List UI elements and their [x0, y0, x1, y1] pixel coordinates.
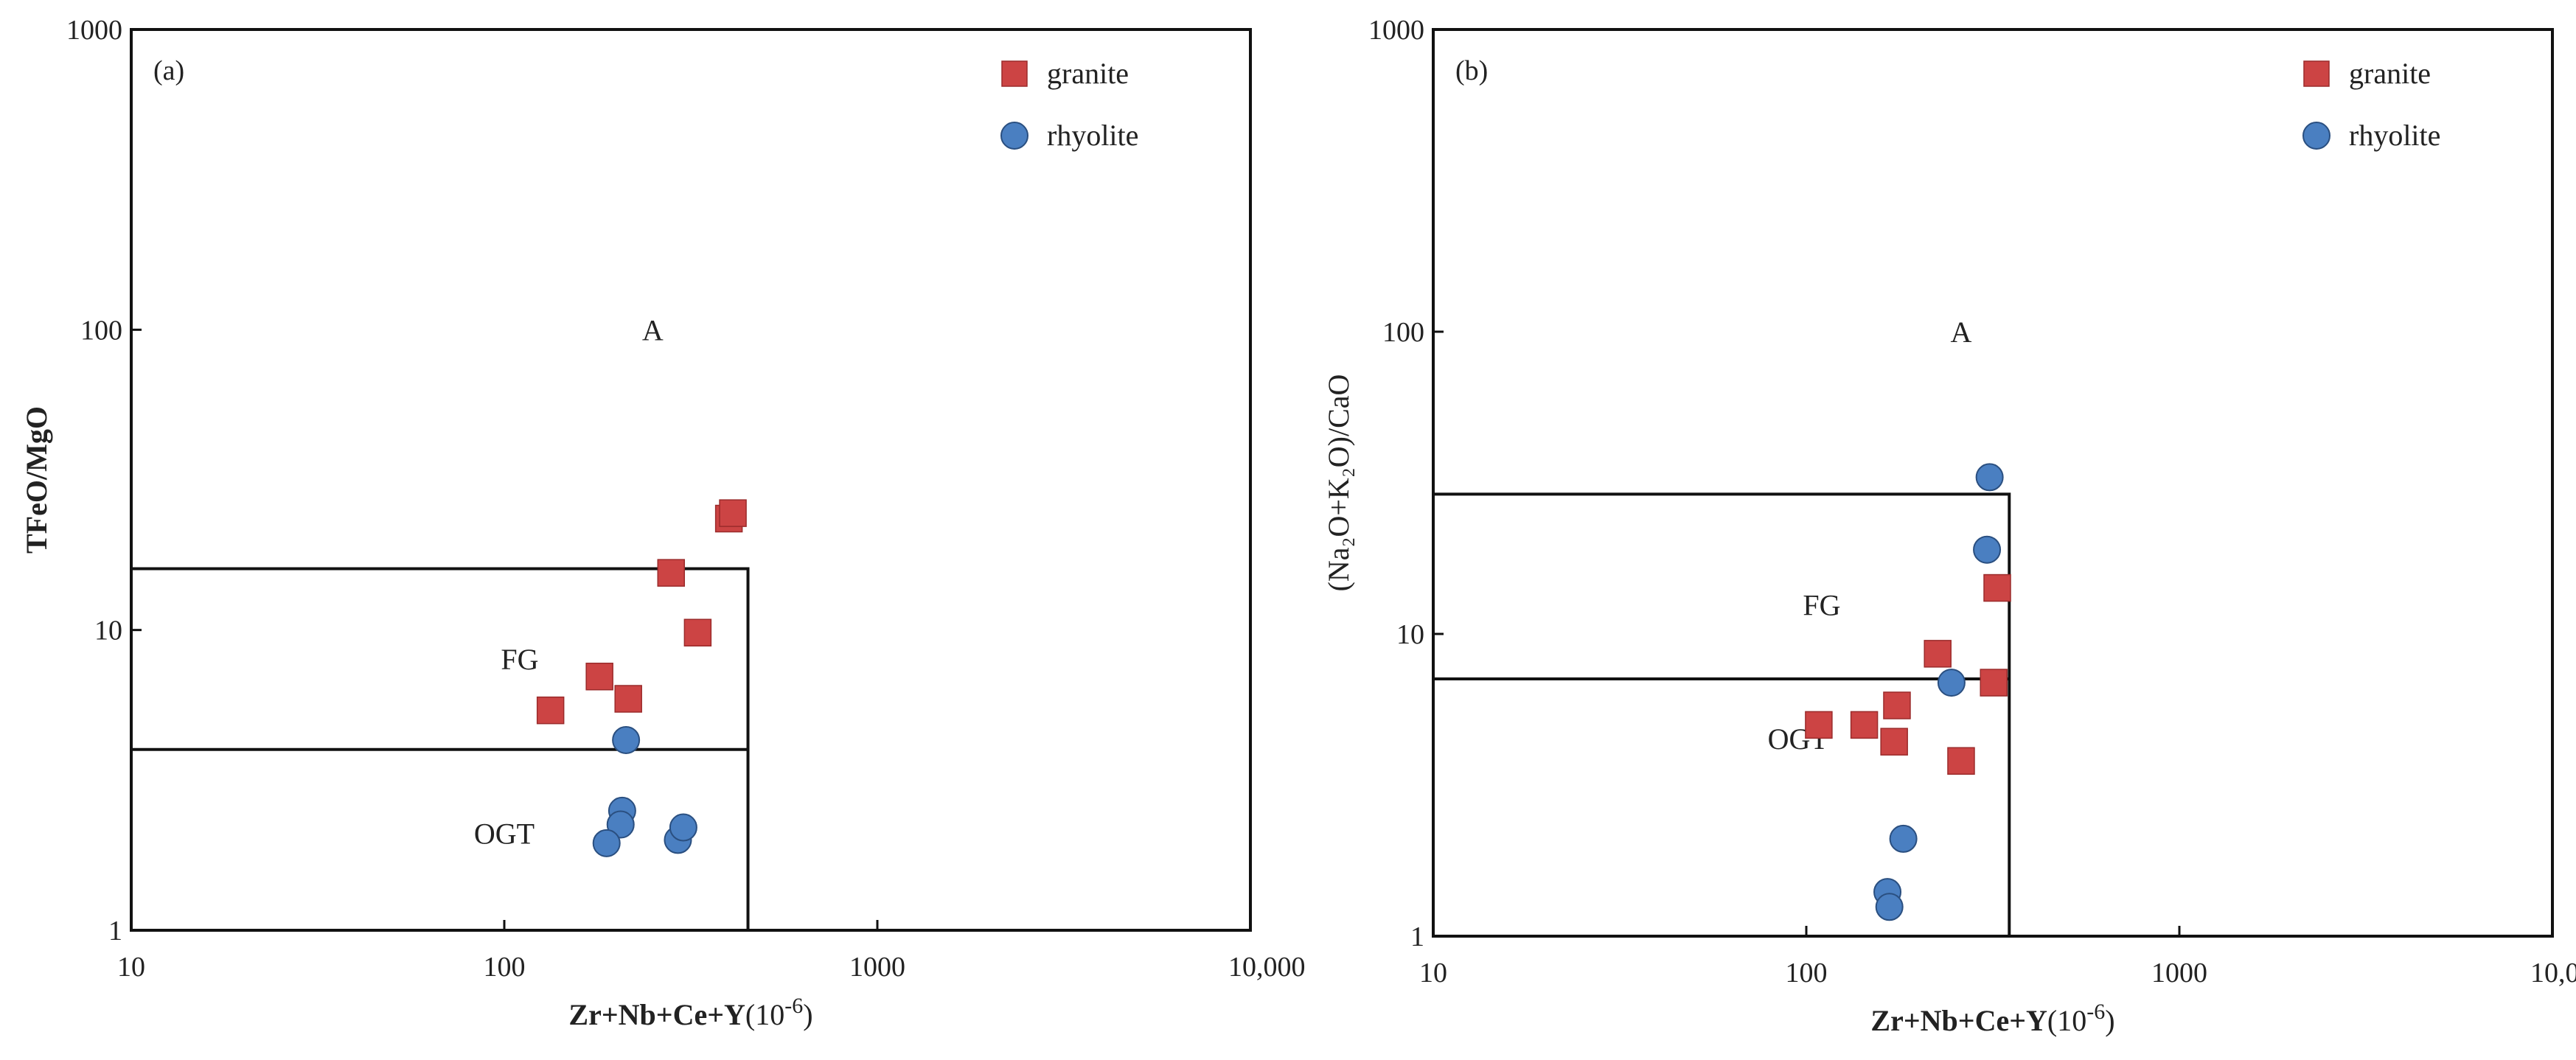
region-label: OGT: [474, 817, 535, 851]
region-label: A: [1951, 315, 1972, 349]
x-tick-label: 1000: [2151, 958, 2207, 988]
x-tick-label: 10: [117, 952, 145, 983]
granite-point: [585, 663, 613, 691]
y-axis-title: TFeO/MgO: [20, 406, 53, 554]
legend-label-granite: granite: [1047, 57, 1129, 90]
x-axis-title: Zr+Nb+Ce+Y(10-6): [568, 994, 812, 1032]
x-axis-title: Zr+Nb+Ce+Y(10-6): [1870, 1000, 2114, 1038]
y-tick-label: 1000: [1368, 15, 1424, 46]
granite-point: [1883, 691, 1911, 719]
rhyolite-point: [1973, 535, 2002, 564]
y-tick-label: 10: [94, 616, 122, 646]
field-boundary: [1433, 492, 2011, 936]
y-tick-label: 1000: [66, 15, 122, 46]
y-tick-label: 1: [1410, 921, 1424, 952]
rhyolite-point: [1875, 893, 1904, 921]
legend-marker-granite: [2303, 60, 2330, 87]
rhyolite-point: [592, 829, 621, 857]
granite-point: [1980, 669, 2008, 697]
granite-point: [1805, 711, 1833, 739]
granite-point: [657, 559, 686, 587]
legend-marker-granite: [1001, 60, 1028, 87]
legend: granite rhyolite: [2302, 57, 2440, 152]
region-label: A: [642, 313, 664, 346]
granite-point: [719, 499, 747, 527]
x-tick-label: 100: [1786, 958, 1828, 988]
x-tick-label: 10: [1419, 958, 1447, 988]
x-tick-label: 100: [484, 952, 526, 983]
x-tick-label: 1000: [849, 952, 905, 983]
panel-label: (b): [1455, 55, 1488, 86]
y-tick-label: 100: [80, 315, 122, 346]
granite-point: [683, 618, 712, 646]
y-axis-title: (Na₂O+K₂O)/CaO: [1322, 374, 1355, 592]
panel-label: (a): [153, 55, 184, 86]
legend-label-rhyolite: rhyolite: [2349, 119, 2440, 152]
legend-marker-rhyolite: [1000, 122, 1028, 150]
field-boundary: [131, 567, 750, 930]
granite-point: [1983, 573, 2011, 602]
granite-point: [536, 696, 565, 725]
granite-point: [1924, 640, 1952, 668]
region-label: FG: [1803, 588, 1840, 621]
rhyolite-point: [606, 810, 635, 839]
chart-panel-2: 1 10 100 1000 10 100 1000 10,000 Zr+Nb+Ce+Y(10-6…: [1322, 15, 2576, 1037]
x-tick-label: 10,000: [1228, 952, 1306, 983]
y-tick-label: 1: [108, 916, 122, 946]
plot-frame: [130, 28, 1252, 932]
y-tick-label: 10: [1396, 619, 1424, 650]
rhyolite-point: [1975, 463, 2004, 492]
rhyolite-point: [669, 813, 697, 842]
granite-point: [1880, 728, 1908, 756]
rhyolite-point: [1937, 669, 1966, 697]
region-label: FG: [501, 643, 538, 676]
y-tick-label: 100: [1382, 317, 1424, 348]
x-tick-label: 10,000: [2530, 958, 2576, 988]
legend: granite rhyolite: [1000, 57, 1138, 152]
granite-point: [1850, 711, 1879, 739]
legend-label-granite: granite: [2349, 57, 2431, 90]
legend-label-rhyolite: rhyolite: [1047, 119, 1138, 152]
chart-panel-1: 1 10 100 1000 10 100 1000 10,000 Zr+Nb+Ce+Y(10-6…: [20, 15, 1306, 1031]
rhyolite-point: [612, 725, 641, 754]
legend-marker-rhyolite: [2302, 122, 2330, 150]
rhyolite-point: [1889, 824, 1918, 853]
plot-frame: [1432, 28, 2554, 938]
granite-point: [614, 685, 642, 713]
granite-point: [1947, 747, 1975, 775]
